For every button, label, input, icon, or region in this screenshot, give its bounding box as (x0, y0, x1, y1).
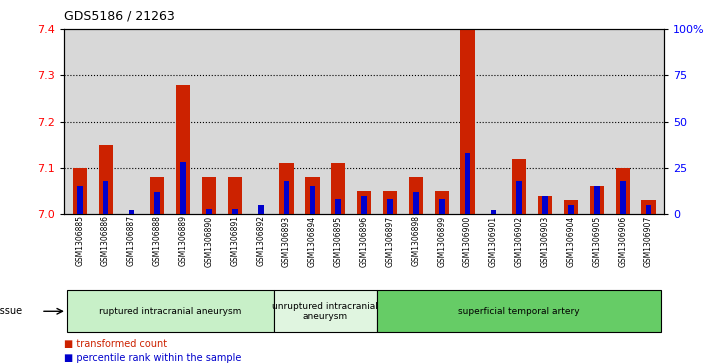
Bar (461, 29, 475, 214)
Bar (202, 177, 216, 214)
Text: superficial temporal artery: superficial temporal artery (458, 307, 580, 316)
Bar (542, 196, 548, 214)
Bar (283, 181, 289, 214)
Bar (103, 181, 109, 214)
Bar (357, 191, 371, 214)
Text: GSM1306902: GSM1306902 (515, 216, 524, 266)
Text: GSM1306900: GSM1306900 (463, 216, 472, 267)
Bar (620, 181, 625, 214)
Text: GSM1306895: GSM1306895 (333, 216, 343, 266)
Text: unruptured intracranial
aneurysm: unruptured intracranial aneurysm (273, 302, 378, 321)
Text: GSM1306897: GSM1306897 (386, 216, 395, 266)
Text: GSM1306903: GSM1306903 (540, 216, 550, 267)
Bar (383, 191, 397, 214)
Bar (645, 205, 651, 214)
Bar (206, 209, 212, 214)
Text: GSM1306901: GSM1306901 (489, 216, 498, 266)
Bar (568, 205, 574, 214)
Bar (408, 177, 423, 214)
Bar (99, 145, 113, 214)
Bar (279, 163, 293, 214)
Bar (232, 209, 238, 214)
Text: GSM1306887: GSM1306887 (127, 216, 136, 266)
Bar (67, 290, 273, 332)
Text: GSM1306904: GSM1306904 (566, 216, 575, 267)
Bar (641, 200, 655, 214)
Bar (615, 168, 630, 214)
Text: GSM1306905: GSM1306905 (593, 216, 601, 267)
Bar (439, 199, 445, 214)
Bar (176, 85, 191, 214)
Bar (310, 187, 316, 214)
Bar (465, 153, 471, 214)
Bar (154, 192, 160, 214)
Bar (387, 199, 393, 214)
Text: GSM1306885: GSM1306885 (75, 216, 84, 266)
Bar (258, 205, 263, 214)
Text: GSM1306886: GSM1306886 (101, 216, 110, 266)
Bar (594, 187, 600, 214)
Bar (77, 187, 83, 214)
Bar (516, 181, 522, 214)
Bar (129, 211, 134, 214)
Bar (413, 192, 418, 214)
Bar (273, 290, 377, 332)
Text: GSM1306893: GSM1306893 (282, 216, 291, 266)
Text: GSM1306896: GSM1306896 (360, 216, 368, 266)
Text: ruptured intracranial aneurysm: ruptured intracranial aneurysm (99, 307, 241, 316)
Text: GSM1306892: GSM1306892 (256, 216, 265, 266)
Text: GSM1306907: GSM1306907 (644, 216, 653, 267)
Bar (336, 199, 341, 214)
Bar (564, 200, 578, 214)
Bar (491, 211, 496, 214)
Bar (228, 177, 242, 214)
Bar (331, 163, 346, 214)
Text: tissue: tissue (0, 306, 23, 316)
Text: GSM1306898: GSM1306898 (411, 216, 421, 266)
Text: GDS5186 / 21263: GDS5186 / 21263 (64, 9, 175, 22)
Text: ■ transformed count: ■ transformed count (64, 339, 167, 349)
Text: GSM1306889: GSM1306889 (178, 216, 188, 266)
Text: GSM1306906: GSM1306906 (618, 216, 627, 267)
Bar (590, 187, 604, 214)
Text: GSM1306899: GSM1306899 (437, 216, 446, 266)
Text: GSM1306891: GSM1306891 (231, 216, 239, 266)
Text: ■ percentile rank within the sample: ■ percentile rank within the sample (64, 353, 241, 363)
Bar (435, 191, 449, 214)
Bar (512, 159, 526, 214)
Bar (538, 196, 552, 214)
Bar (150, 177, 164, 214)
Bar (73, 168, 87, 214)
Bar (181, 162, 186, 214)
Bar (361, 196, 367, 214)
Bar (377, 290, 661, 332)
Text: GSM1306888: GSM1306888 (153, 216, 162, 266)
Text: GSM1306890: GSM1306890 (204, 216, 213, 266)
Text: GSM1306894: GSM1306894 (308, 216, 317, 266)
Bar (306, 177, 320, 214)
